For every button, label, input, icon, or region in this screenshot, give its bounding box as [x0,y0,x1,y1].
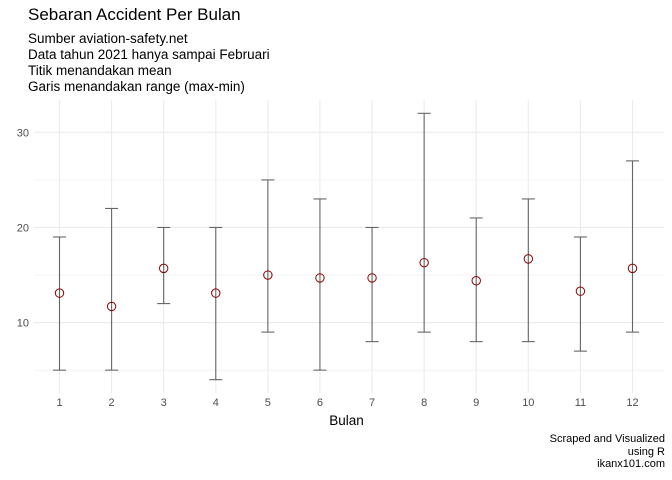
x-tick-label: 7 [369,397,375,409]
mean-points [54,254,638,312]
x-tick-label: 1 [56,397,62,409]
range-bar [573,236,587,352]
x-tick-label: 8 [421,397,427,409]
range-bar [261,179,275,333]
range-bars [53,112,639,381]
subtitle-line-2: Data tahun 2021 hanya sampai Februari [28,47,270,62]
x-tick-label: 12 [626,397,638,409]
caption-line-2: using R [627,445,665,458]
y-tick-label: 10 [17,318,29,330]
mean-point [367,273,377,283]
mean-point [419,257,429,268]
grid-lines [34,100,664,393]
y-tick-labels: 10 20 30 [17,127,29,329]
mean-point [575,286,586,296]
mean-point [471,276,481,286]
x-axis-label: Bulan [329,413,364,428]
subtitle-line-1: Sumber aviation-safety.net [28,31,188,46]
subtitle-line-4: Garis menandakan range (max-min) [28,79,245,94]
range-bar [53,236,66,371]
x-tick-labels: 1 2 3 4 5 6 7 8 9 10 11 12 [56,397,638,409]
x-tick-label: 3 [161,397,167,409]
caption-line-3: ikanx101.com [597,458,665,470]
x-tick-label: 10 [522,397,534,409]
range-bar [521,198,535,343]
mean-point [211,288,221,298]
mean-point [627,263,638,274]
mean-point [106,301,117,312]
x-tick-label: 2 [109,397,115,409]
y-tick-label: 20 [17,222,29,234]
subtitle-line-3: Titik menandakan mean [28,63,172,78]
chart-subtitle: Sumber aviation-safety.net Data tahun 20… [28,31,270,95]
mean-point [263,270,273,280]
range-bar [417,112,431,333]
range-bar [105,207,119,371]
range-bar [469,217,483,343]
x-tick-label: 4 [213,397,219,409]
chart-title: Sebaran Accident Per Bulan [28,5,241,24]
y-tick-label: 30 [17,127,29,139]
caption-line-1: Scraped and Visualized [549,433,665,445]
range-bar [626,160,639,333]
x-tick-label: 11 [575,397,586,409]
chart-caption: Scraped and Visualized using R ikanx101.… [550,433,665,471]
x-tick-label: 5 [265,397,271,409]
range-bar [209,226,223,381]
x-tick-label: 6 [317,397,323,409]
x-tick-label: 9 [473,397,479,409]
range-bar [365,226,379,343]
mean-point [158,263,169,274]
mean-point [523,254,534,264]
mean-point [54,288,65,298]
range-bar [157,226,171,305]
range-bar [313,198,327,371]
mean-point [315,273,325,283]
